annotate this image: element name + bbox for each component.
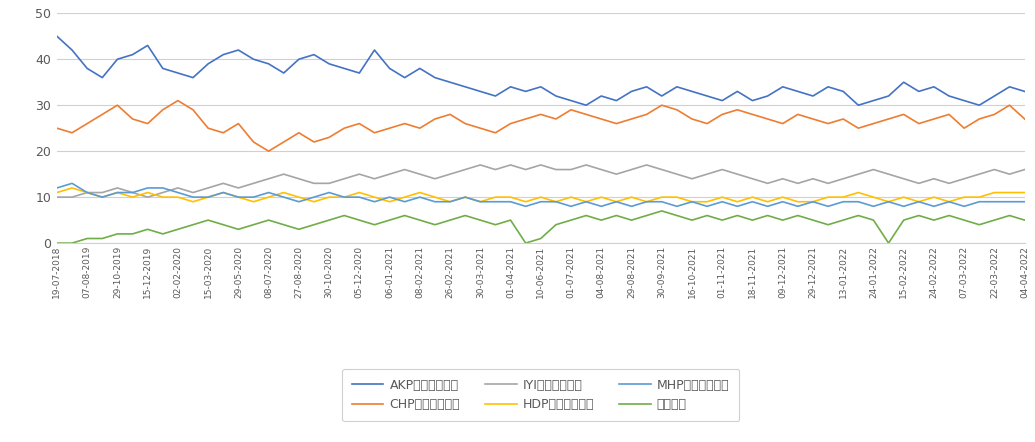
野党協力 bbox=[1018, 217, 1031, 223]
Line: 野党協力: 野党協力 bbox=[57, 211, 1025, 243]
MHP（与党連合） bbox=[293, 199, 305, 204]
野党協力 bbox=[655, 208, 668, 213]
AKP（与党連合） bbox=[277, 70, 290, 76]
IYI（野党連合） bbox=[474, 162, 486, 168]
MHP（与党連合） bbox=[474, 199, 486, 204]
Line: IYI（野党連合）: IYI（野党連合） bbox=[57, 165, 1025, 197]
AKP（与党連合） bbox=[51, 34, 63, 39]
HDP（クルド系） bbox=[490, 194, 502, 200]
IYI（野党連合） bbox=[897, 176, 910, 181]
Line: HDP（クルド系）: HDP（クルド系） bbox=[57, 188, 1025, 202]
野党協力 bbox=[51, 240, 63, 246]
Line: MHP（与党連合）: MHP（与党連合） bbox=[57, 183, 1025, 206]
AKP（与党連合） bbox=[459, 84, 471, 89]
AKP（与党連合） bbox=[1018, 89, 1031, 94]
HDP（クルド系） bbox=[307, 199, 320, 204]
野党協力 bbox=[277, 222, 290, 227]
IYI（野党連合） bbox=[565, 167, 578, 172]
CHP（野党連合） bbox=[368, 130, 381, 135]
HDP（クルド系） bbox=[988, 190, 1001, 195]
野党協力 bbox=[897, 217, 910, 223]
AKP（与党連合） bbox=[580, 103, 592, 108]
MHP（与党連合） bbox=[913, 199, 925, 204]
野党協力 bbox=[459, 213, 471, 218]
AKP（与党連合） bbox=[550, 93, 562, 99]
IYI（野党連合） bbox=[338, 176, 351, 181]
MHP（与党連合） bbox=[1018, 199, 1031, 204]
IYI（野党連合） bbox=[1018, 167, 1031, 172]
HDP（クルド系） bbox=[186, 199, 199, 204]
IYI（野党連合） bbox=[51, 194, 63, 200]
AKP（与党連合） bbox=[338, 66, 351, 71]
CHP（野党連合） bbox=[263, 149, 275, 154]
CHP（野党連合） bbox=[490, 130, 502, 135]
野党協力 bbox=[338, 213, 351, 218]
野党協力 bbox=[988, 217, 1001, 223]
CHP（野党連合） bbox=[1018, 116, 1031, 122]
CHP（野党連合） bbox=[913, 121, 925, 126]
HDP（クルド系） bbox=[368, 194, 381, 200]
野党協力 bbox=[550, 222, 562, 227]
Line: CHP（野党連合）: CHP（野党連合） bbox=[57, 101, 1025, 151]
HDP（クルド系） bbox=[66, 185, 79, 191]
AKP（与党連合） bbox=[897, 80, 910, 85]
MHP（与党連合） bbox=[66, 181, 79, 186]
Line: AKP（与党連合）: AKP（与党連合） bbox=[57, 36, 1025, 105]
CHP（野党連合） bbox=[988, 112, 1001, 117]
MHP（与党連合） bbox=[51, 185, 63, 191]
HDP（クルド系） bbox=[580, 199, 592, 204]
MHP（与党連合） bbox=[520, 204, 532, 209]
MHP（与党連合） bbox=[580, 199, 592, 204]
HDP（クルド系） bbox=[1018, 190, 1031, 195]
MHP（与党連合） bbox=[353, 194, 365, 200]
IYI（野党連合） bbox=[459, 167, 471, 172]
HDP（クルド系） bbox=[913, 199, 925, 204]
HDP（クルド系） bbox=[51, 190, 63, 195]
IYI（野党連合） bbox=[988, 167, 1001, 172]
CHP（野党連合） bbox=[307, 139, 320, 145]
IYI（野党連合） bbox=[277, 171, 290, 177]
Legend: AKP（与党連合）, CHP（野党連合）, IYI（野党連合）, HDP（クルド系）, MHP（与党連合）, 野党協力: AKP（与党連合）, CHP（野党連合）, IYI（野党連合）, HDP（クルド… bbox=[343, 369, 739, 421]
AKP（与党連合） bbox=[988, 93, 1001, 99]
CHP（野党連合） bbox=[580, 112, 592, 117]
CHP（野党連合） bbox=[172, 98, 184, 103]
MHP（与党連合） bbox=[988, 199, 1001, 204]
CHP（野党連合） bbox=[51, 126, 63, 131]
